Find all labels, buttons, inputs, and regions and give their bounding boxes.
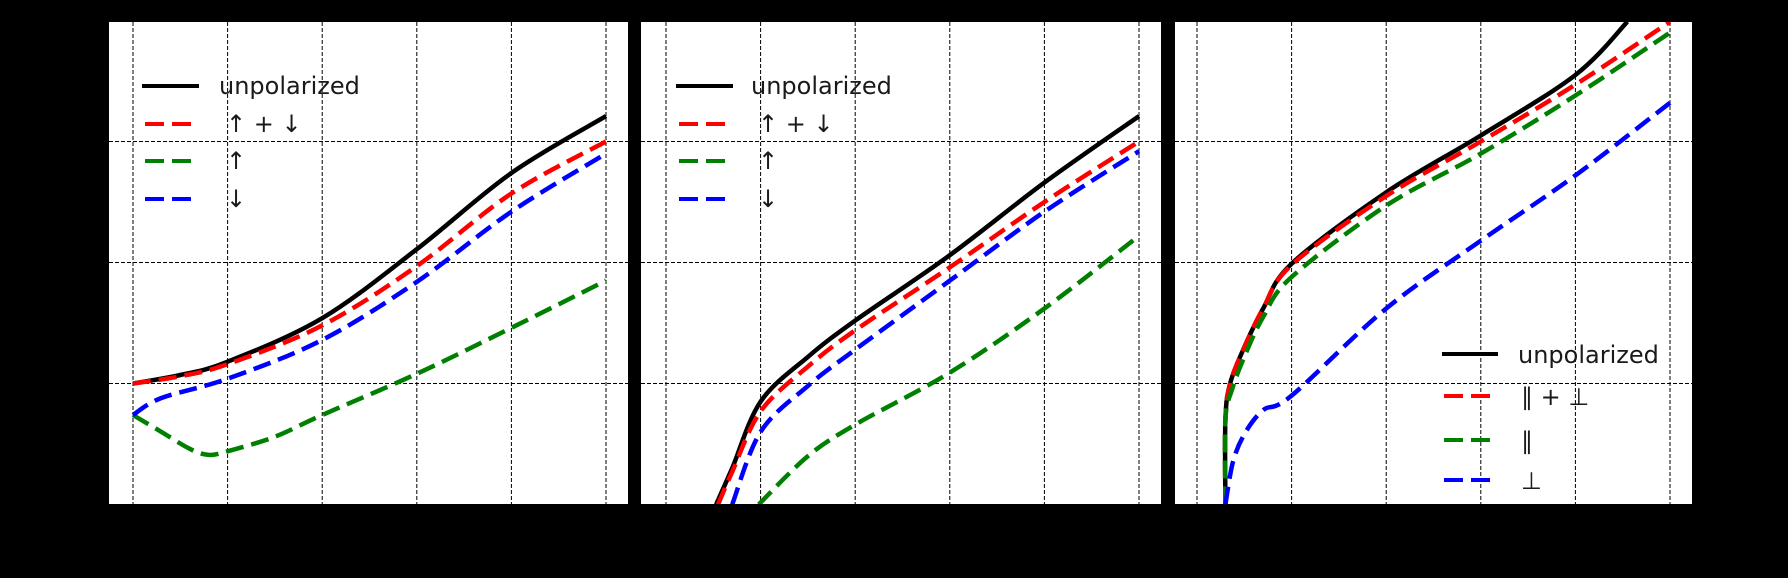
curve-↑ (757, 234, 1141, 504)
curve-↑ + ↓ (132, 139, 608, 386)
panel-1-axes: unpolarized ↑ + ↓ ↑ ↓ (109, 22, 628, 504)
legend-label: unpolarized (751, 72, 892, 100)
legend: unpolarized ∥ + ⊥ ∥ ⊥ (1442, 341, 1659, 495)
curve-↑ + ↓ (715, 139, 1141, 504)
legend-label: unpolarized (1518, 341, 1659, 369)
curve-↓ (131, 151, 608, 417)
grid-lines (641, 22, 1161, 504)
curve-↓ (730, 149, 1141, 504)
panel-3-axes: unpolarized ∥ + ⊥ ∥ ⊥ (1175, 22, 1692, 504)
legend-label: ↓ (226, 185, 246, 213)
grid-lines (109, 22, 628, 504)
legend-label: ∥ (1521, 427, 1533, 455)
data-curves (714, 114, 1141, 504)
legend-label: ↓ (758, 185, 778, 213)
legend: unpolarized ↑ + ↓ ↑ ↓ (676, 72, 892, 213)
data-curves (1222, 22, 1672, 504)
legend-label: unpolarized (219, 72, 360, 100)
curve-⊥ (1223, 101, 1672, 504)
legend-label: ↑ (226, 147, 246, 175)
legend-label: ⊥ (1521, 467, 1542, 495)
curve-∥ (1222, 30, 1672, 504)
panel-2-axes: unpolarized ↑ + ↓ ↑ ↓ (641, 22, 1161, 504)
legend-label: ↑ + ↓ (226, 110, 302, 138)
legend-label: ↑ + ↓ (758, 110, 834, 138)
legend-label: ↑ (758, 147, 778, 175)
legend: unpolarized ↑ + ↓ ↑ ↓ (142, 72, 360, 213)
data-curves (131, 114, 608, 458)
curve-↑ (131, 278, 608, 458)
legend-label: ∥ + ⊥ (1521, 383, 1589, 411)
